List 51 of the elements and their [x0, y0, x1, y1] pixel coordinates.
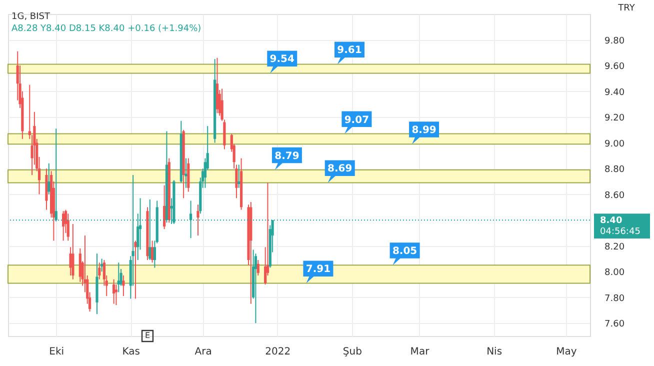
- y-tick-label: 9.80: [604, 36, 625, 46]
- annotation: 8.69: [328, 164, 352, 175]
- candlestick: [134, 240, 137, 300]
- y-tick-label: 8.80: [604, 165, 625, 176]
- candlestick: [114, 284, 118, 306]
- x-tick-label: May: [556, 346, 577, 358]
- candlestick: [256, 260, 260, 276]
- y-tick-label: 8.00: [604, 268, 625, 278]
- x-tick-label: Mar: [410, 346, 430, 358]
- candlestick: [238, 164, 240, 188]
- candlestick: [184, 158, 188, 188]
- text: 04:56:45: [600, 227, 640, 238]
- annotation: 8.79: [274, 150, 300, 162]
- candlestick: [122, 274, 125, 297]
- candlestick: [78, 248, 82, 282]
- candlestick: [196, 204, 200, 236]
- x-tick-label: 2022: [265, 346, 291, 358]
- y-tick-label: 7.60: [604, 320, 625, 330]
- chart-title: 1G, BIST: [12, 12, 50, 22]
- candlestick: [163, 184, 166, 230]
- y-tick-label: 9.60: [604, 62, 625, 72]
- y-tick-label: 9.20: [604, 114, 625, 124]
- annotation: 8.99: [412, 125, 436, 136]
- candlestick: [112, 278, 116, 304]
- y-tick-label: 9.40: [604, 88, 625, 98]
- annotation: 7.91: [306, 264, 331, 276]
- x-tick-label: Kas: [122, 346, 140, 358]
- annotation: 9.61: [337, 45, 362, 56]
- x-tick-label: Şub: [342, 346, 362, 358]
- y-tick-label: 9.00: [604, 139, 625, 150]
- x-tick-label: Nis: [486, 346, 502, 358]
- y-tick-label: 8.20: [604, 242, 625, 252]
- candlestick: [62, 210, 65, 242]
- annotation: E: [144, 331, 150, 340]
- candlestick: [98, 262, 101, 280]
- x-tick-label: Ara: [194, 346, 212, 358]
- y-tick-label: 8.60: [604, 190, 625, 201]
- candlestick: [100, 258, 104, 272]
- annotation: 9.07: [344, 114, 370, 126]
- candlestick: [48, 162, 50, 195]
- x-tick-label: Eki: [49, 346, 64, 358]
- candlestick: [72, 223, 74, 280]
- annotation: 8.05: [392, 246, 418, 258]
- annotation: 9.54: [270, 54, 295, 66]
- ref-line-label: 8.40: [600, 216, 622, 226]
- candlestick: [254, 253, 258, 324]
- candlestick: [66, 213, 70, 242]
- text: A8.28 Y8.40 D8.15 K8.40 +0.16 (+1.94%): [12, 24, 202, 34]
- candlestick: [151, 240, 154, 264]
- y-axis-title: TRY: [617, 4, 636, 14]
- y-tick-label: 7.80: [604, 294, 625, 304]
